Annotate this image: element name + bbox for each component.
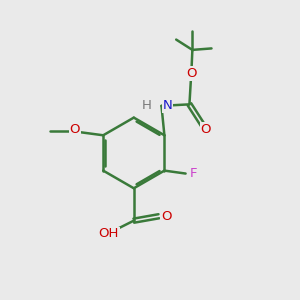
Text: O: O	[186, 67, 197, 80]
Text: O: O	[69, 123, 80, 136]
Text: O: O	[200, 123, 211, 136]
Text: H: H	[142, 99, 152, 112]
Text: F: F	[190, 167, 198, 180]
Text: O: O	[161, 210, 171, 223]
Text: N: N	[163, 99, 173, 112]
Text: OH: OH	[99, 227, 119, 240]
